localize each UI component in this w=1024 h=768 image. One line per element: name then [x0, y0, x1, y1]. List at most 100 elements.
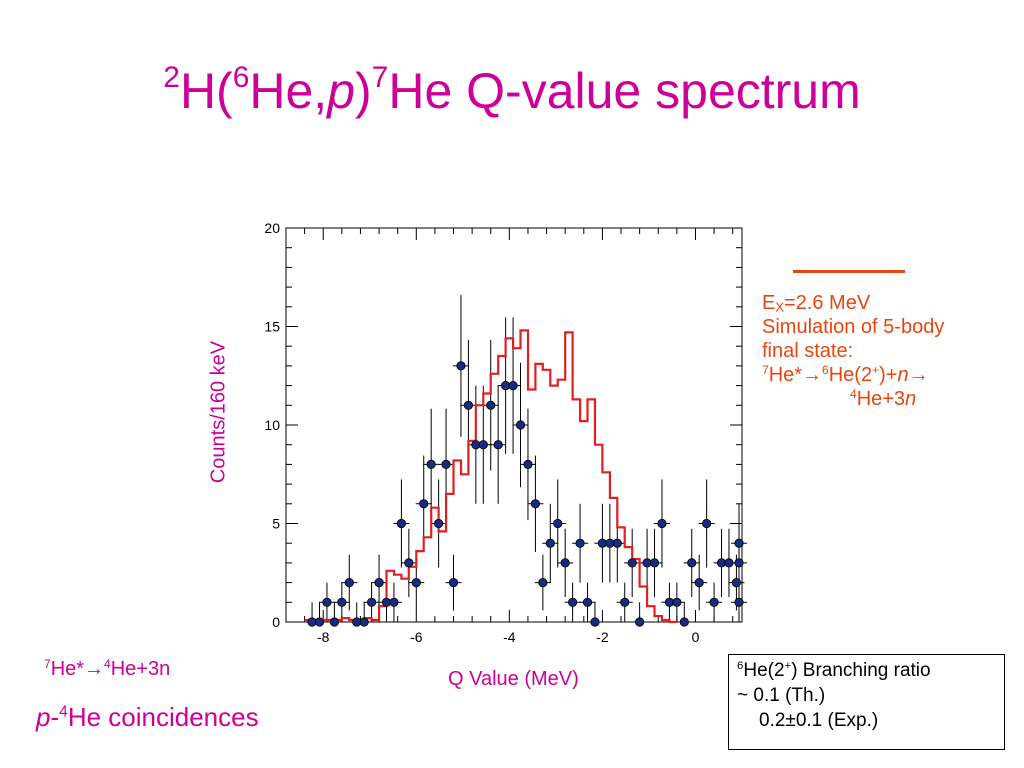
x-tick-label: 0	[692, 629, 700, 645]
reaction-label: 7He*→4He+3n	[44, 658, 170, 681]
coinc-dash: -	[50, 702, 60, 732]
data-point	[426, 459, 436, 469]
x-tick-label: -8	[317, 629, 330, 645]
legend-line-simulation-of: Simulation of 5-body	[762, 316, 945, 338]
y-tick-label: 0	[272, 614, 280, 630]
data-point	[404, 558, 414, 568]
y-tick-label: 5	[272, 516, 280, 532]
branching-he-2: He(2	[743, 660, 785, 681]
legend-n-2: n	[905, 388, 917, 410]
data-point	[627, 558, 637, 568]
data-point	[396, 518, 406, 529]
legend-ex-e: E	[762, 292, 776, 314]
data-point	[582, 597, 593, 607]
branching-line-th: ~ 0.1 (Th.)	[737, 685, 826, 706]
branching-ratio-box: 6He(2+) Branching ratio ~ 0.1 (Th.) 0.2±…	[728, 654, 1005, 750]
legend-line-simulation	[793, 270, 905, 273]
legend-he-2: He(2	[828, 364, 873, 386]
data-point	[724, 558, 734, 568]
legend-ex-value: =2.6 MeV	[784, 292, 871, 314]
data-point	[657, 518, 667, 529]
legend-sup-6: 6	[822, 362, 829, 377]
legend-line-decay: 7He*→6He(2+)+n→	[762, 363, 944, 387]
data-point	[575, 538, 585, 548]
title-superscript-2: 2	[163, 61, 180, 94]
branching-sup-6: 6	[737, 660, 744, 673]
data-point	[679, 617, 689, 627]
title-text-he: He,	[249, 63, 328, 119]
data-point	[649, 558, 660, 568]
data-point	[694, 577, 704, 588]
title-text-rest: He Q-value spectrum	[388, 63, 861, 119]
error-bars	[304, 294, 747, 623]
x-axis-title: Q Value (MeV)	[448, 668, 579, 690]
reaction-sup-4: 4	[104, 656, 111, 671]
title-text-p: p	[327, 63, 356, 119]
branching-line-1: 6He(2+) Branching ratio	[737, 658, 1004, 683]
data-point	[530, 499, 541, 509]
slide-title: 2H(6He,p)7He Q-value spectrum	[0, 62, 1024, 120]
data-point	[456, 361, 466, 371]
data-point	[568, 597, 578, 607]
data-point	[419, 499, 429, 509]
x-tick-label: -6	[410, 629, 423, 645]
q-value-spectrum-chart: 0 5 10 15 20 -8 -6 -4 -2 0	[264, 220, 747, 645]
branching-line-exp: 0.2±0.1 (Exp.)	[759, 710, 879, 731]
coinc-sup-4: 4	[59, 703, 68, 721]
title-superscript-6: 6	[232, 61, 250, 94]
data-point	[314, 617, 325, 627]
data-point	[635, 617, 645, 627]
data-point	[411, 577, 421, 588]
data-point	[337, 597, 347, 607]
title-superscript-7: 7	[371, 61, 389, 94]
coincidence-label: p-4He coincidences	[36, 702, 259, 733]
data-point	[448, 577, 459, 588]
data-point	[344, 577, 354, 588]
reaction-he-3n: He+3n	[110, 658, 171, 680]
legend-line-ex: EX=2.6 MeV	[762, 291, 944, 315]
axis-ticks: 0 5 10 15 20 -8 -6 -4 -2 0	[264, 220, 742, 645]
y-axis-title-text: Counts/160 keV	[207, 340, 230, 484]
data-point	[359, 617, 369, 627]
data-point	[434, 518, 444, 529]
data-point	[620, 597, 630, 607]
legend-sup-7: 7	[762, 362, 769, 377]
data-point	[731, 577, 742, 588]
title-text-paren: )	[355, 63, 372, 119]
legend-line-final-state: final state:	[762, 340, 854, 362]
data-point	[560, 558, 570, 568]
data-point	[734, 597, 744, 607]
legend-he-star: He*→	[768, 364, 823, 386]
data-point	[687, 558, 697, 568]
y-tick-label: 20	[264, 220, 280, 236]
data-point	[553, 518, 563, 529]
coinc-text: He coincidences	[67, 702, 259, 732]
branching-sup-plus: +	[784, 660, 792, 673]
x-tick-label: -2	[596, 629, 609, 645]
data-point	[545, 538, 555, 548]
simulation-histogram	[304, 329, 677, 624]
data-point	[508, 381, 518, 391]
data-point	[612, 538, 622, 548]
legend-sup-4: 4	[850, 386, 857, 401]
x-tick-label: -4	[503, 629, 516, 645]
legend-simulation-text: EX=2.6 MeV Simulation of 5-body final st…	[762, 291, 944, 411]
data-point	[486, 400, 496, 410]
y-tick-label: 15	[264, 319, 280, 335]
data-point	[322, 597, 332, 607]
data-point	[389, 597, 399, 607]
data-point	[441, 459, 451, 469]
title-text-h: H(	[179, 63, 233, 119]
data-point	[478, 440, 488, 450]
legend-arrow: →	[908, 364, 929, 386]
legend-he-3: He+3	[856, 388, 906, 410]
data-point	[493, 440, 503, 450]
data-point	[367, 597, 377, 607]
data-point	[709, 597, 719, 607]
data-points	[307, 361, 744, 627]
data-point	[374, 577, 384, 588]
data-point	[523, 459, 533, 469]
coinc-p: p	[36, 702, 51, 732]
data-point	[702, 518, 712, 529]
data-point	[329, 617, 339, 627]
